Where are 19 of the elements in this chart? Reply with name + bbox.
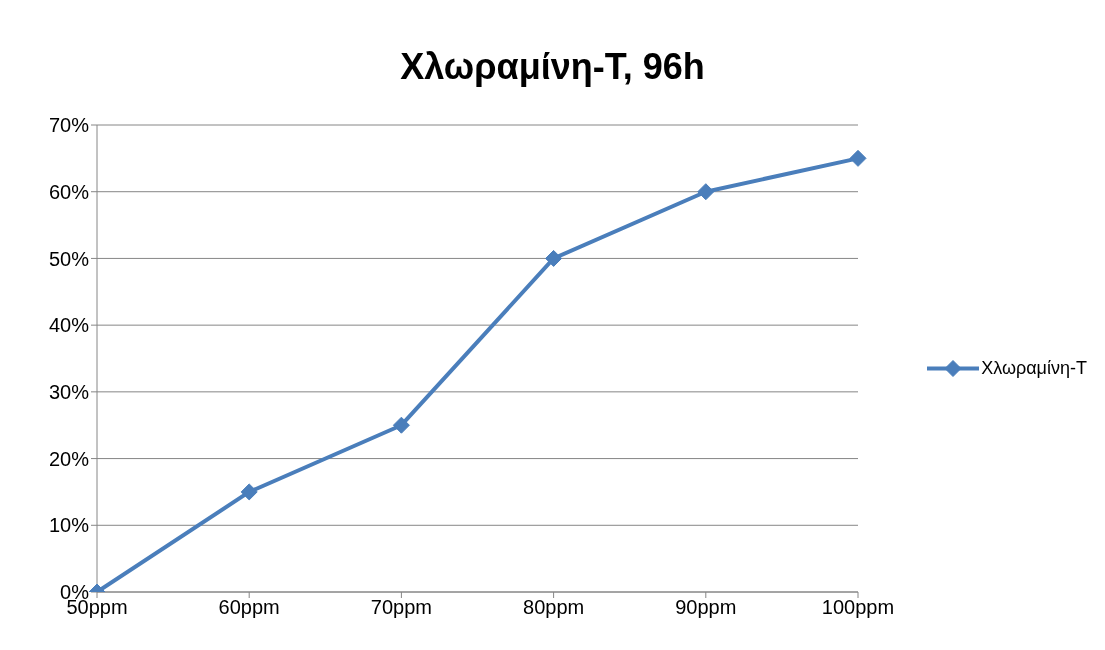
- y-tick-label: 70%: [48, 114, 90, 137]
- point: [849, 149, 867, 167]
- y-tick-label: 40%: [48, 314, 90, 337]
- x-tick-label: 80ppm: [523, 596, 585, 619]
- y-tick-label: 30%: [48, 380, 90, 403]
- legend-label: Χλωραμίνη-T: [981, 357, 1087, 379]
- chart-title: Χλωραμίνη-T, 96h: [399, 46, 706, 88]
- point: [240, 483, 258, 501]
- y-tick-label: 50%: [48, 247, 90, 270]
- y-tick-label: 60%: [48, 180, 90, 203]
- y-tick-label: 20%: [48, 447, 90, 470]
- x-tick-label: 100ppm: [821, 596, 895, 619]
- x-tick-label: 90ppm: [675, 596, 737, 619]
- y-tick-label: 10%: [48, 514, 90, 537]
- point: [697, 183, 715, 201]
- point: [392, 416, 410, 434]
- x-tick-label: 60ppm: [218, 596, 280, 619]
- x-tick-label: 70ppm: [370, 596, 432, 619]
- point: [545, 249, 563, 267]
